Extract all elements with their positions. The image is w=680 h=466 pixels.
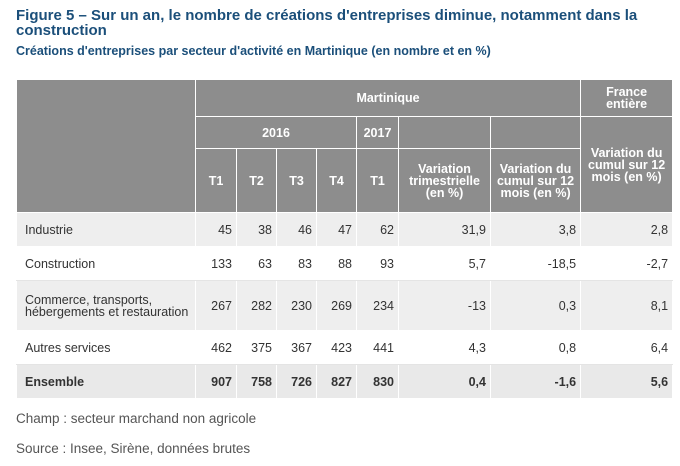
header-t1-2017: T1 bbox=[356, 148, 399, 213]
header-blank-trim bbox=[398, 116, 491, 149]
cell-t2-2016: 758 bbox=[236, 364, 277, 399]
cell-var-trim: 4,3 bbox=[398, 330, 491, 365]
note-champ: Champ : secteur marchand non agricole bbox=[16, 411, 257, 426]
header-year-2017: 2017 bbox=[356, 116, 399, 149]
cell-t2-2016: 38 bbox=[236, 212, 277, 247]
cell-t1-2016: 133 bbox=[195, 246, 237, 281]
cell-var-trim: 31,9 bbox=[398, 212, 491, 247]
cell-var-cumul: -18,5 bbox=[489, 246, 582, 281]
cell-t2-2016: 63 bbox=[236, 246, 277, 281]
cell-var-france: 8,1 bbox=[580, 280, 674, 331]
cell-t3-2016: 367 bbox=[276, 330, 317, 365]
cell-t4-2016: 88 bbox=[316, 246, 357, 281]
table-row: Autres services 462 375 367 423 441 4,3 … bbox=[16, 330, 674, 365]
cell-var-france: -2,7 bbox=[580, 246, 674, 281]
table-row: Construction 133 63 83 88 93 5,7 -18,5 -… bbox=[16, 246, 674, 281]
note-source: Source : Insee, Sirène, données brutes bbox=[16, 441, 251, 456]
figure-subtitle: Créations d'entreprises par secteur d'ac… bbox=[16, 44, 491, 58]
cell-t1-2016: 267 bbox=[195, 280, 237, 331]
cell-t1-2017: 234 bbox=[356, 280, 399, 331]
header-var-cumul: Variation du cumul sur 12 mois (en %) bbox=[489, 148, 582, 213]
cell-t1-2017: 93 bbox=[356, 246, 399, 281]
header-var-cumul-france: Variation du cumul sur 12 mois (en %) bbox=[580, 116, 674, 213]
data-table: Martinique France entière 2016 2017 Vari… bbox=[16, 79, 674, 399]
header-t3-2016: T3 bbox=[276, 148, 317, 213]
header-corner bbox=[16, 79, 196, 213]
row-label: Construction bbox=[16, 246, 196, 281]
cell-t3-2016: 46 bbox=[276, 212, 317, 247]
cell-t3-2016: 83 bbox=[276, 246, 317, 281]
cell-var-cumul: 3,8 bbox=[489, 212, 582, 247]
cell-t1-2017: 830 bbox=[356, 364, 399, 399]
figure-title: Figure 5 – Sur un an, le nombre de créat… bbox=[16, 7, 638, 39]
cell-var-france: 6,4 bbox=[580, 330, 674, 365]
cell-t1-2016: 462 bbox=[195, 330, 237, 365]
cell-var-trim: 5,7 bbox=[398, 246, 491, 281]
cell-var-cumul: 0,3 bbox=[489, 280, 582, 331]
row-label: Ensemble bbox=[16, 364, 196, 399]
header-t4-2016: T4 bbox=[316, 148, 357, 213]
cell-var-trim: 0,4 bbox=[398, 364, 491, 399]
header-blank-cumul bbox=[489, 116, 582, 149]
header-t2-2016: T2 bbox=[236, 148, 277, 213]
cell-t3-2016: 726 bbox=[276, 364, 317, 399]
row-label: Industrie bbox=[16, 212, 196, 247]
row-label: Autres services bbox=[16, 330, 196, 365]
cell-t4-2016: 269 bbox=[316, 280, 357, 331]
cell-var-cumul: -1,6 bbox=[489, 364, 582, 399]
cell-t1-2017: 441 bbox=[356, 330, 399, 365]
header-france: France entière bbox=[580, 79, 674, 117]
cell-var-trim: -13 bbox=[398, 280, 491, 331]
header-martinique: Martinique bbox=[194, 79, 582, 117]
table-row: Industrie 45 38 46 47 62 31,9 3,8 2,8 bbox=[16, 212, 674, 247]
cell-var-cumul: 0,8 bbox=[489, 330, 582, 365]
header-year-2016: 2016 bbox=[195, 116, 357, 149]
cell-t4-2016: 827 bbox=[316, 364, 357, 399]
cell-var-france: 5,6 bbox=[580, 364, 674, 399]
cell-t4-2016: 423 bbox=[316, 330, 357, 365]
cell-t3-2016: 230 bbox=[276, 280, 317, 331]
cell-t2-2016: 375 bbox=[236, 330, 277, 365]
header-var-trim: Variation trimestrielle (en %) bbox=[398, 148, 491, 213]
row-label: Commerce, transports, hébergements et re… bbox=[16, 280, 196, 331]
header-t1-2016: T1 bbox=[195, 148, 237, 213]
cell-t2-2016: 282 bbox=[236, 280, 277, 331]
cell-t1-2017: 62 bbox=[356, 212, 399, 247]
cell-var-france: 2,8 bbox=[580, 212, 674, 247]
table-row-total: Ensemble 907 758 726 827 830 0,4 -1,6 5,… bbox=[16, 364, 674, 399]
cell-t1-2016: 45 bbox=[195, 212, 237, 247]
table-row: Commerce, transports, hébergements et re… bbox=[16, 280, 674, 331]
cell-t1-2016: 907 bbox=[195, 364, 237, 399]
cell-t4-2016: 47 bbox=[316, 212, 357, 247]
